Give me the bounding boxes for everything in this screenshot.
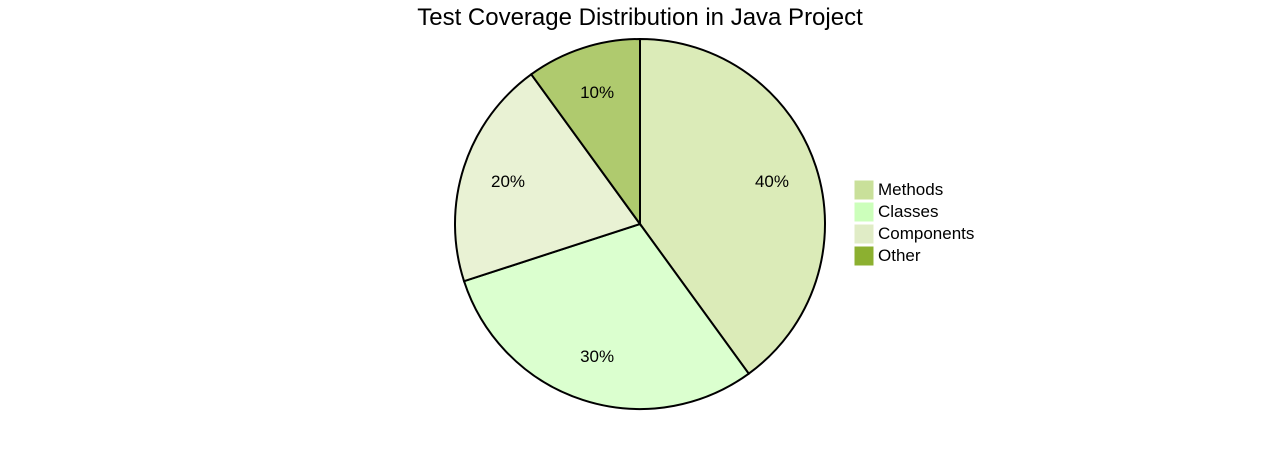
legend-label: Components — [878, 224, 974, 243]
legend-item-classes: Classes — [854, 202, 938, 222]
pie-slice-components — [454, 72, 642, 283]
slice-label-methods: 40% — [755, 172, 789, 191]
legend-item-components: Components — [854, 224, 974, 244]
pie-slice-other — [529, 37, 641, 228]
chart-title: Test Coverage Distribution in Java Proje… — [417, 4, 863, 31]
legend-item-other: Other — [854, 246, 921, 266]
legend-label: Classes — [878, 202, 938, 221]
legend-item-methods: Methods — [854, 180, 943, 200]
legend-swatch — [854, 246, 874, 266]
pie-slice-labels: 40% 30% 20% 10% — [491, 83, 789, 366]
legend-label: Methods — [878, 180, 943, 199]
slice-label-classes: 30% — [580, 347, 614, 366]
legend-label: Other — [878, 246, 921, 265]
slice-label-other: 10% — [580, 83, 614, 102]
pie-slice-methods — [639, 37, 826, 376]
slice-label-components: 20% — [491, 172, 525, 191]
legend-swatch — [854, 224, 874, 244]
legend: Methods Classes Components Other — [854, 180, 974, 266]
legend-swatch — [854, 180, 874, 200]
pie-slice-classes — [462, 222, 751, 410]
pie-slices — [454, 37, 826, 410]
legend-swatch — [854, 202, 874, 222]
